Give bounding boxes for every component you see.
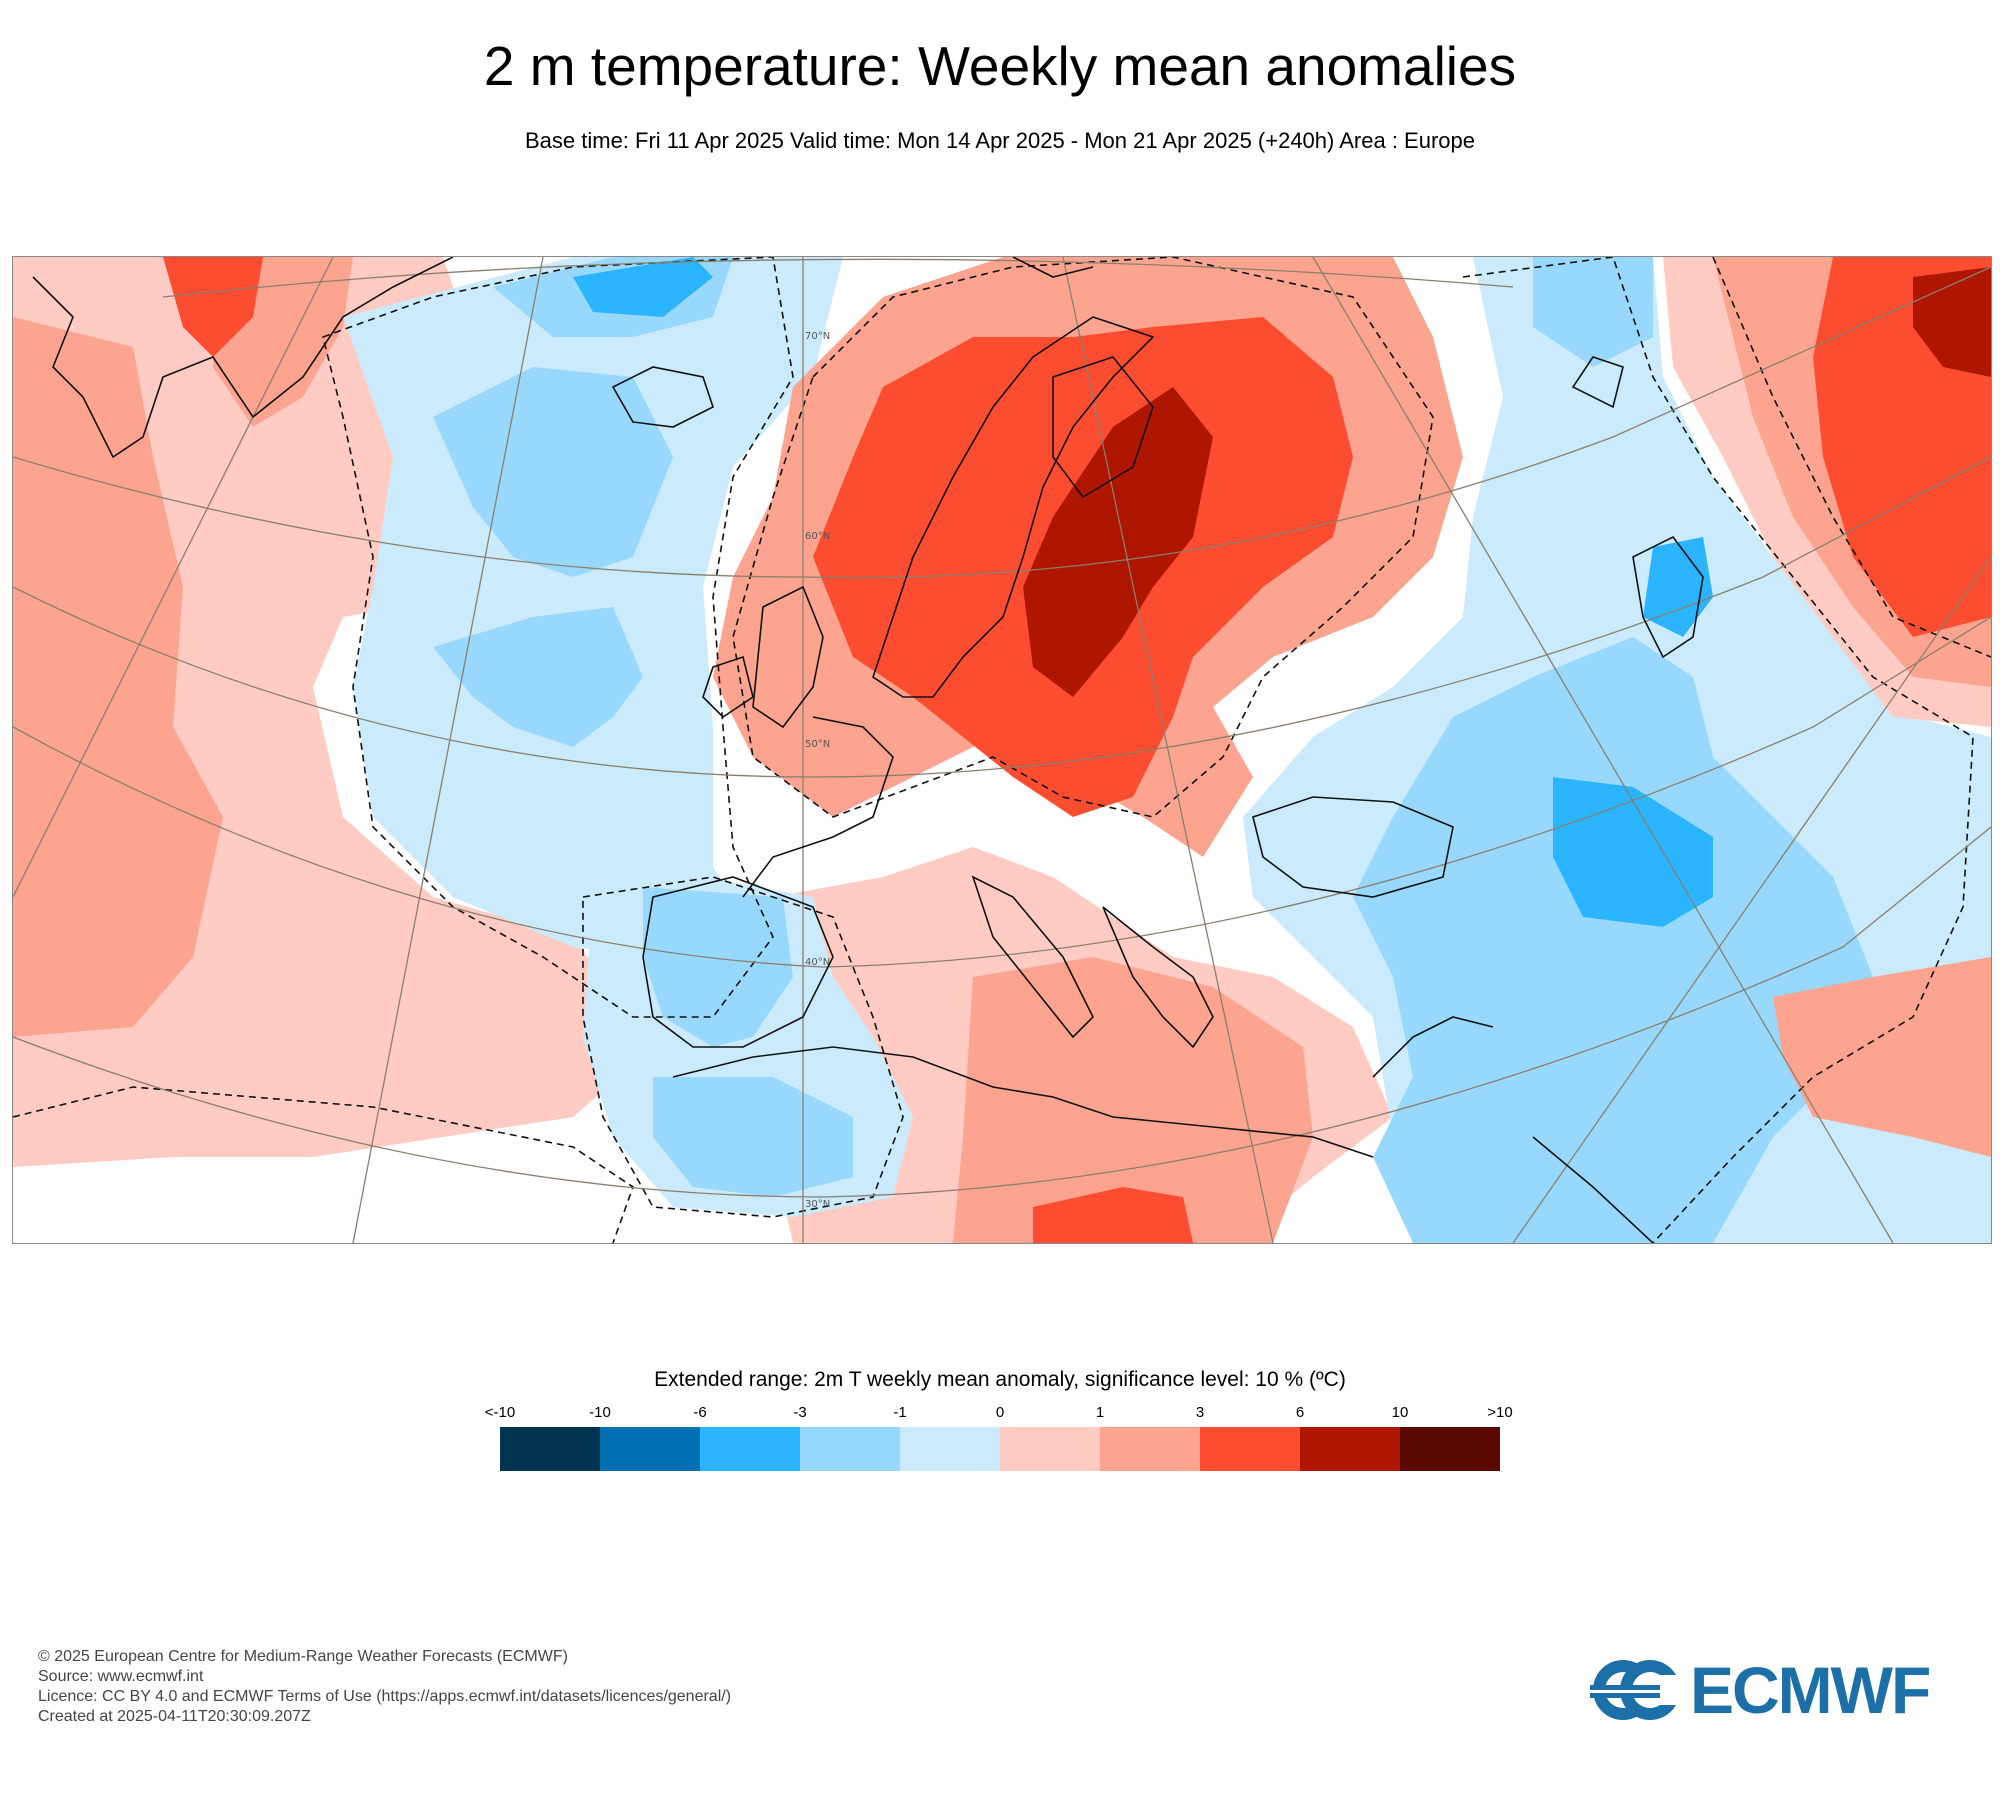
map-svg: 70°N 60°N 50°N 40°N 30°N (13, 257, 1991, 1243)
legend-title: Extended range: 2m T weekly mean anomaly… (654, 1368, 1346, 1391)
chart-subtitle: Base time: Fri 11 Apr 2025 Valid time: M… (524, 128, 1476, 153)
legend-tick-label: 1 (1095, 1404, 1105, 1421)
coastline-balkans-greece (1102, 906, 1214, 1049)
coastline-finland (1052, 356, 1154, 499)
legend-swatch-5 (1000, 1427, 1100, 1471)
coastline-black-sea (1252, 796, 1454, 898)
legend-swatch-7 (1200, 1427, 1300, 1471)
anomaly-region-baltic-strong-warm (1023, 387, 1213, 697)
footer-copyright: © 2025 European Centre for Medium-Range … (38, 1648, 568, 1665)
coastline-ireland (702, 655, 754, 719)
anomaly-region-azores-cold (433, 607, 643, 747)
legend-tick-label: 6 (1295, 1404, 1305, 1421)
legend-tick-label: -3 (793, 1404, 807, 1421)
graticule-lon-east-1 (1062, 257, 1274, 1243)
significance-contour-atlantic (322, 257, 794, 1018)
graticule-label-70n: 70°N (805, 331, 830, 342)
significance-contour-russia (1712, 257, 1991, 658)
coastline-red-sea (1532, 1136, 1654, 1243)
anomaly-region-east-cold (1353, 637, 1873, 1243)
legend-swatch-9 (1400, 1427, 1500, 1471)
graticule-label-50n: 50°N (805, 739, 830, 750)
legend-swatch-0 (500, 1427, 600, 1471)
legend-swatch-4 (900, 1427, 1000, 1471)
footer-licence: Licence: CC BY 4.0 and ECMWF Terms of Us… (38, 1688, 732, 1705)
legend-swatch-6 (1100, 1427, 1200, 1471)
coastline-iceland (611, 366, 714, 428)
coastline-italy (971, 875, 1094, 1039)
coastline-north-africa (672, 1046, 1374, 1158)
legend-swatch-8 (1300, 1427, 1400, 1471)
coastline-british-isles (752, 585, 824, 729)
footer: © 2025 European Centre for Medium-Range … (38, 1647, 731, 1727)
graticule (13, 257, 1991, 1243)
anomaly-region-north-africa-warm (953, 957, 1313, 1243)
legend-color-bar (500, 1427, 1500, 1471)
coastline-caspian (1632, 535, 1704, 659)
legend-swatch-1 (600, 1427, 700, 1471)
anomaly-region-iberia-cold (643, 887, 793, 1047)
legend-tick-label: -1 (893, 1404, 907, 1421)
graticule-lat-50 (13, 456, 1991, 778)
coastline-greenland (32, 257, 454, 459)
anomaly-region-arctic-strong-cold (573, 257, 713, 317)
graticule-lon-west-1 (352, 257, 544, 1243)
graticule-lon-east-3 (1512, 556, 1991, 1243)
coastline-novaya-zemlya (1571, 356, 1624, 409)
anomaly-region-greenland-strong-warm (163, 257, 263, 357)
footer-created: Created at 2025-04-11T20:30:09.207Z (38, 1708, 311, 1725)
graticule-lon-east-2 (1312, 257, 1894, 1243)
coastline-western-europe (742, 716, 894, 898)
coastline-levant (1372, 1016, 1494, 1078)
coastline-iberia (642, 876, 834, 1048)
graticule-lat-40 (13, 616, 1991, 968)
anomaly-region-urals-very-warm (1913, 267, 1991, 377)
significance-contour-east (1462, 257, 1974, 1243)
legend-tick-label: -6 (693, 1404, 707, 1421)
graticule-lat-70 (162, 258, 1514, 298)
coastlines (32, 257, 1704, 1243)
legend-swatch-2 (700, 1427, 800, 1471)
anomaly-region-atlantic-cold (433, 367, 673, 577)
ecmwf-logo-text: ECMWF (1690, 1653, 1931, 1727)
coastline-svalbard (1012, 257, 1094, 278)
legend-tick-label: 0 (995, 1404, 1005, 1421)
legend-swatch-3 (800, 1427, 900, 1471)
significance-contour-europe (732, 257, 1434, 818)
legend-tick-label: -10 (589, 1404, 611, 1421)
graticule-label-40n: 40°N (805, 957, 830, 968)
legend-tick-label: >10 (1487, 1404, 1513, 1421)
ecmwf-logo-icon (1590, 1660, 1682, 1720)
legend-tick-labels: <-10 -10 -6 -3 -1 0 1 3 6 10 >10 (485, 1404, 1513, 1422)
anomaly-region-sahara-strong-warm (1033, 1187, 1193, 1243)
significance-contour-iberia (582, 876, 904, 1218)
anomaly-map: 70°N 60°N 50°N 40°N 30°N (12, 256, 1992, 1244)
graticule-label-30n: 30°N (805, 1199, 830, 1210)
graticule-lon-west-2 (13, 257, 334, 898)
ecmwf-logo: ECMWF (1590, 1653, 1965, 1727)
anomaly-region-middle-east-warm (1773, 957, 1991, 1157)
anomaly-region-caspian-strong-cold (1643, 537, 1713, 637)
legend-tick-label: 10 (1391, 1404, 1409, 1421)
significance-contours (13, 257, 1991, 1243)
legend-tick-label: <-10 (484, 1404, 516, 1421)
coastline-scandinavia (872, 316, 1155, 698)
legend-tick-label: 3 (1195, 1404, 1205, 1421)
graticule-label-60n: 60°N (805, 531, 830, 542)
significance-contour-south-atlantic (13, 1086, 634, 1243)
footer-source: Source: www.ecmwf.int (38, 1668, 204, 1685)
anomaly-region-west-atlantic-warm (13, 317, 223, 1037)
graticule-lat-30 (13, 826, 1991, 1198)
chart-title: 2 m temperature: Weekly mean anomalies (483, 35, 1517, 97)
graticule-labels: 70°N 60°N 50°N 40°N 30°N (805, 331, 830, 1210)
anomaly-region-anatolia-strong-cold (1553, 777, 1713, 927)
